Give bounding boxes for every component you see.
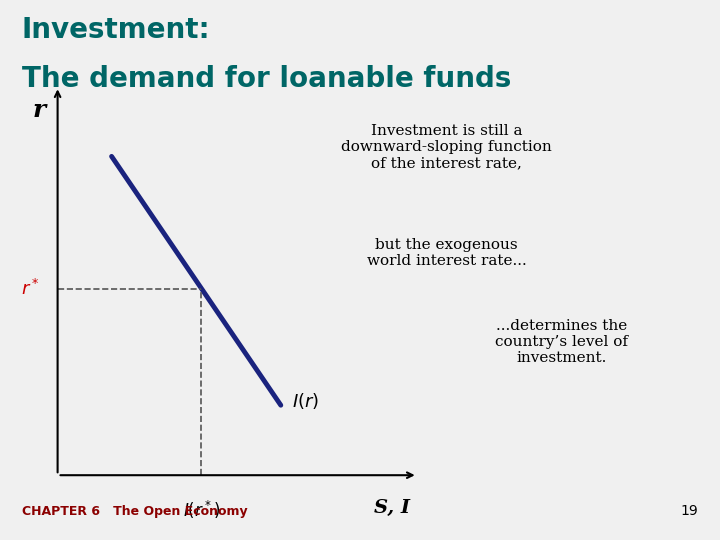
Text: 19: 19	[680, 504, 698, 518]
Text: $\mathit{I}(\mathit{r}^*)$: $\mathit{I}(\mathit{r}^*)$	[183, 498, 220, 521]
Text: $\mathit{I}(\mathit{r})$: $\mathit{I}(\mathit{r})$	[292, 392, 319, 411]
Text: but the exogenous
world interest rate...: but the exogenous world interest rate...	[366, 238, 526, 268]
Text: ...determines the
country’s level of
investment.: ...determines the country’s level of inv…	[495, 319, 628, 365]
Text: S, I: S, I	[374, 498, 410, 517]
Text: The demand for loanable funds: The demand for loanable funds	[22, 65, 511, 93]
Text: Investment is still a
downward-sloping function
of the interest rate,: Investment is still a downward-sloping f…	[341, 124, 552, 171]
Text: Investment:: Investment:	[22, 16, 210, 44]
Text: CHAPTER 6   The Open Economy: CHAPTER 6 The Open Economy	[22, 505, 247, 518]
Text: r: r	[33, 98, 46, 122]
Text: $\mathit{r}^*$: $\mathit{r}^*$	[21, 279, 40, 299]
